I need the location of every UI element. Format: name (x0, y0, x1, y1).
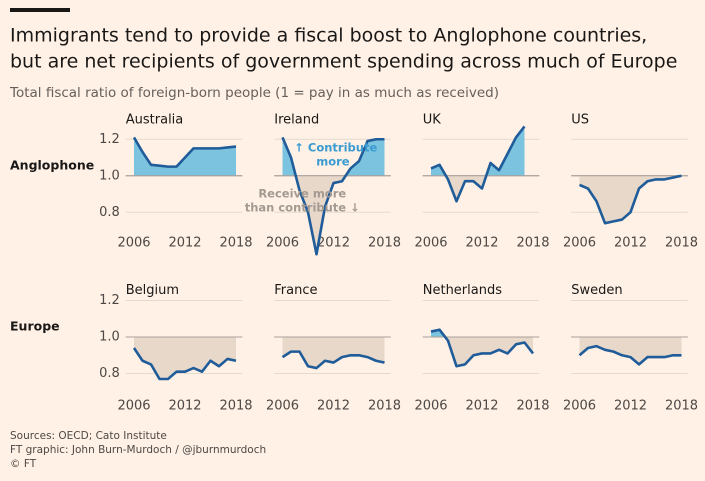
y-tick-label: 1.0 (99, 330, 120, 345)
x-tick-label: 2012 (465, 398, 498, 413)
series-line (578, 344, 682, 366)
x-tick-label: 2018 (368, 398, 401, 413)
series-line (281, 350, 385, 370)
x-tick-label: 2006 (266, 235, 299, 250)
panel-title: Sweden (571, 283, 622, 298)
x-tick-label: 2012 (614, 398, 647, 413)
footer-line: © FT (10, 458, 37, 470)
panel-title: Netherlands (423, 283, 502, 298)
x-tick-label: 2006 (117, 235, 150, 250)
group-label: Anglophone (10, 158, 94, 173)
x-tick-label: 2012 (317, 235, 350, 250)
x-tick-label: 2012 (317, 398, 350, 413)
x-tick-label: 2018 (368, 235, 401, 250)
x-tick-label: 2006 (117, 398, 150, 413)
x-tick-label: 2006 (563, 398, 596, 413)
x-tick-label: 2012 (465, 235, 498, 250)
area-below (134, 337, 236, 379)
y-tick-label: 1.0 (99, 168, 120, 183)
title-line: Immigrants tend to provide a fiscal boos… (10, 25, 647, 47)
panel-title: UK (423, 113, 442, 128)
y-tick-label: 1.2 (99, 293, 120, 308)
x-tick-label: 2012 (614, 235, 647, 250)
series-line (430, 125, 526, 203)
area-below (282, 337, 385, 369)
area-below (282, 175, 385, 255)
y-tick-label: 0.8 (99, 205, 120, 220)
area-below (579, 175, 682, 224)
x-tick-label: 2018 (665, 398, 698, 413)
subtitle: Total fiscal ratio of foreign-born peopl… (9, 85, 499, 101)
series-line (430, 328, 535, 368)
series-line (578, 174, 682, 225)
x-tick-label: 2018 (516, 398, 549, 413)
x-tick-label: 2018 (516, 235, 549, 250)
panel-title: Belgium (126, 283, 179, 298)
series-line (281, 136, 385, 256)
panel-title: France (274, 283, 317, 298)
area-below (431, 337, 533, 367)
panel-title: Ireland (274, 113, 319, 128)
y-tick-label: 1.2 (99, 132, 120, 147)
x-tick-label: 2012 (168, 398, 201, 413)
x-tick-label: 2018 (219, 235, 252, 250)
area-above (282, 137, 385, 176)
series-line (132, 347, 237, 381)
y-tick-label: 0.8 (99, 366, 120, 381)
annotation: Receive more (258, 186, 346, 200)
panel-title: US (571, 113, 589, 128)
footer-line: Sources: OECD; Cato Institute (10, 430, 167, 442)
group-label: Europe (10, 319, 60, 334)
annotation: more (316, 154, 350, 168)
footer-line: FT graphic: John Burn-Murdoch / @jburnmu… (10, 444, 266, 456)
area-below (579, 337, 682, 365)
annotation: ↑ Contribute (294, 140, 377, 154)
x-tick-label: 2006 (414, 398, 447, 413)
x-tick-label: 2018 (219, 398, 252, 413)
x-tick-label: 2006 (266, 398, 299, 413)
x-tick-label: 2012 (168, 235, 201, 250)
x-tick-label: 2018 (665, 235, 698, 250)
brand-bar (10, 8, 70, 12)
panel-title: Australia (126, 113, 184, 128)
x-tick-label: 2006 (563, 235, 596, 250)
x-tick-label: 2006 (414, 235, 447, 250)
annotation: than contribute ↓ (245, 200, 360, 214)
title-line: but are net recipients of government spe… (10, 51, 677, 73)
series-line (132, 136, 237, 168)
area-above (431, 126, 525, 176)
